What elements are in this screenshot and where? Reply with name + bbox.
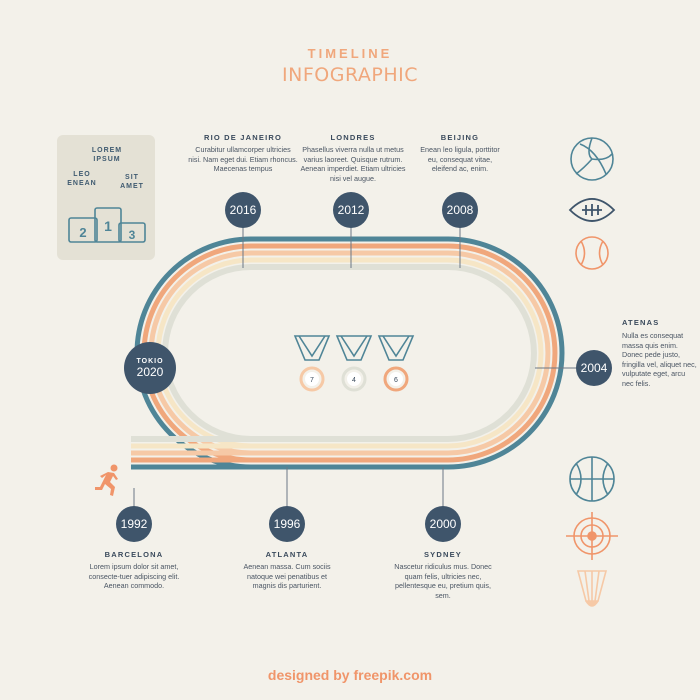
city-rio: RIO DE JANEIRO <box>203 133 283 142</box>
top-sport-icons <box>568 137 616 270</box>
desc-atenas: Nulla es consequat massa quis enim. Done… <box>622 331 697 388</box>
year-2016: 2016 <box>225 192 261 228</box>
desc-rio: Curabitur ullamcorper ultricies nisi. Na… <box>188 145 298 174</box>
city-beijing: BEIJING <box>440 133 480 142</box>
city-atlanta: ATLANTA <box>265 550 309 559</box>
title-line-2: INFOGRAPHIC <box>282 64 418 86</box>
year-1996: 1996 <box>269 506 305 542</box>
shuttlecock-icon <box>576 570 608 607</box>
podium-first-label: LOREM IPSUM <box>91 147 123 163</box>
medal-count-3: 6 <box>394 377 398 384</box>
year-2008: 2008 <box>442 192 478 228</box>
podium-second-num: 2 <box>79 225 86 240</box>
year-2004: 2004 <box>576 350 612 386</box>
year-2020-label: 2020 <box>136 364 164 379</box>
podium-icon: 2 1 3 <box>68 207 146 243</box>
desc-atlanta: Aenean massa. Cum sociis natoque wei pen… <box>243 562 331 591</box>
footer-credit[interactable]: designed by freepik.com <box>267 667 433 683</box>
podium-third-label: SIT AMET <box>120 174 144 190</box>
runner-icon <box>95 464 118 496</box>
year-1992: 1992 <box>116 506 152 542</box>
title-line-1: TIMELINE <box>307 46 393 61</box>
podium-first-num: 1 <box>104 218 112 234</box>
podium-third-num: 3 <box>129 228 136 242</box>
podium-second-label: LEO ENEAN <box>67 171 97 187</box>
city-barcelona: BARCELONA <box>104 550 164 559</box>
podium-card <box>57 135 155 260</box>
city-londres: LONDRES <box>330 133 376 142</box>
city-tokio: TOKIO <box>136 357 164 365</box>
football-icon <box>568 198 616 222</box>
desc-beijing: Enean leo ligula, porttitor eu, consequa… <box>420 145 500 174</box>
desc-sydney: Nascetur ridiculus mus. Donec quam felis… <box>394 562 492 600</box>
city-sydney: SYDNEY <box>423 550 463 559</box>
bottom-sport-icons <box>566 456 618 607</box>
desc-barcelona: Lorem ipsum dolor sit amet, consecte-tue… <box>88 562 180 591</box>
baseball-icon <box>575 236 609 270</box>
year-2012: 2012 <box>333 192 369 228</box>
basketball-icon <box>569 456 615 502</box>
desc-londres: Phasellus viverra nulla ut metus varius … <box>300 145 406 183</box>
medal-silver: 4 <box>341 366 367 392</box>
target-icon <box>566 512 618 560</box>
city-atenas: ATENAS <box>622 318 660 327</box>
year-2020: TOKIO 2020 <box>124 342 176 394</box>
medal-gold: 7 <box>299 366 325 392</box>
medal-count-2: 4 <box>352 377 356 384</box>
volleyball-icon <box>570 137 614 181</box>
medals-group: 7 4 6 <box>293 335 415 392</box>
medal-count-1: 7 <box>310 377 314 384</box>
medal-bronze: 6 <box>383 366 409 392</box>
year-2000: 2000 <box>425 506 461 542</box>
